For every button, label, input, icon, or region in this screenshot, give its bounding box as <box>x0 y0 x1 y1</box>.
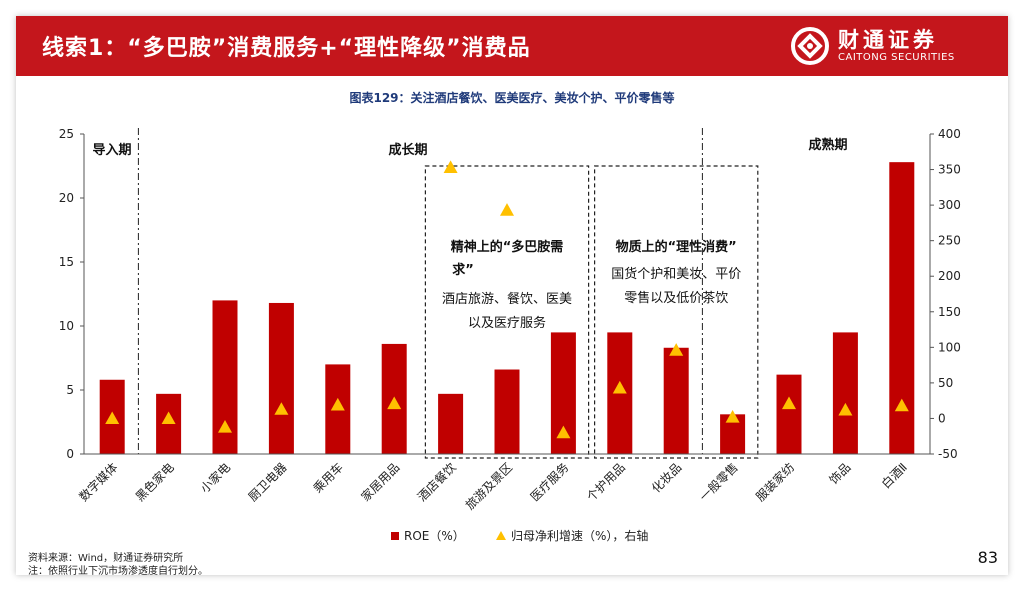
phase-label: 成长期 <box>388 142 427 158</box>
right-tick-label: 200 <box>938 269 961 283</box>
annotation-left-title: 求” <box>452 262 474 278</box>
category-label: 黑色家电 <box>132 460 177 505</box>
right-tick-label: -50 <box>938 447 958 461</box>
left-tick-label: 5 <box>66 383 74 397</box>
category-label: 旅游及景区 <box>463 460 515 512</box>
slide: 线索1：“多巴胺”消费服务+“理性降级”消费品 财通证券 CAITONG SEC… <box>16 16 1008 575</box>
annotation-left-title: 精神上的“多巴胺需 <box>451 239 564 255</box>
logo-icon <box>791 27 829 65</box>
annotation-right-title: 物质上的“理性消费” <box>616 239 737 255</box>
left-tick-label: 20 <box>59 191 74 205</box>
right-tick-label: 350 <box>938 163 961 177</box>
right-tick-label: 300 <box>938 198 961 212</box>
right-tick-label: 0 <box>938 411 946 425</box>
page-number: 83 <box>977 548 998 567</box>
bar-roe <box>268 302 294 454</box>
category-label: 一般零售 <box>696 460 741 505</box>
category-label: 乘用车 <box>310 460 346 496</box>
category-label: 厨卫电器 <box>246 460 290 504</box>
point-profit-growth <box>669 343 684 356</box>
left-tick-label: 10 <box>59 319 74 333</box>
right-tick-label: 50 <box>938 376 953 390</box>
right-tick-label: 150 <box>938 305 961 319</box>
right-tick-label: 250 <box>938 234 961 248</box>
chart-caption: 图表129：关注酒店餐饮、医美医疗、美妆个护、平价零售等 <box>349 91 675 105</box>
point-profit-growth <box>838 402 853 416</box>
annotation-left-line: 以及医疗服务 <box>468 315 546 331</box>
bar-roe <box>832 332 858 454</box>
right-tick-label: 100 <box>938 340 961 354</box>
phase-label: 成熟期 <box>808 137 847 153</box>
page-title: 线索1：“多巴胺”消费服务+“理性降级”消费品 <box>42 36 531 61</box>
company-logo: 财通证券 CAITONG SECURITIES <box>790 24 980 68</box>
bar-roe <box>438 393 464 454</box>
annotation-right-line: 零售以及低价茶饮 <box>624 290 728 306</box>
source-note: 资料来源：Wind，财通证券研究所 <box>28 553 184 564</box>
header-bar: 线索1：“多巴胺”消费服务+“理性降级”消费品 财通证券 CAITONG SEC… <box>16 16 1008 76</box>
annotation-box-left <box>424 165 590 459</box>
category-label: 服装家纺 <box>753 460 798 505</box>
point-profit-growth <box>105 411 120 425</box>
point-profit-growth <box>274 402 289 415</box>
point-profit-growth <box>725 410 740 423</box>
bar-roe <box>494 369 520 454</box>
annotation-right-line: 国货个护和美妆、平价 <box>611 266 741 282</box>
point-profit-growth <box>218 419 232 433</box>
left-tick-label: 15 <box>59 255 74 269</box>
legend-label-growth: 归母净利增速（%），右轴 <box>511 528 648 543</box>
point-profit-growth <box>556 425 571 439</box>
logo-text-cn: 财通证券 <box>838 28 938 52</box>
right-tick-label: 400 <box>938 127 961 141</box>
left-tick-label: 25 <box>59 127 74 141</box>
point-profit-growth <box>161 411 176 425</box>
point-profit-growth <box>387 396 402 410</box>
bar-roe <box>663 347 689 454</box>
annotation-left-line: 酒店旅游、餐饮、医美 <box>442 291 572 307</box>
category-label: 家居用品 <box>358 460 403 505</box>
category-label: 酒店餐饮 <box>414 460 459 505</box>
bar-roe <box>776 374 802 454</box>
point-profit-growth <box>612 380 627 394</box>
legend-label-roe: ROE（%） <box>404 529 465 543</box>
footnote: 注：依照行业下沉市场渗透度自行划分。 <box>28 566 208 575</box>
phase-label: 导入期 <box>92 143 131 158</box>
point-profit-growth <box>443 160 458 174</box>
point-profit-growth <box>782 396 796 410</box>
category-label: 数字媒体 <box>76 460 121 505</box>
category-label: 白酒Ⅱ <box>878 460 910 492</box>
point-profit-growth <box>330 397 345 411</box>
point-profit-growth <box>500 203 514 216</box>
legend-swatch-growth <box>496 531 506 540</box>
left-tick-label: 0 <box>66 447 74 461</box>
category-label: 小家电 <box>197 460 233 496</box>
category-label: 个护用品 <box>584 460 628 504</box>
category-label: 医疗服务 <box>527 460 572 505</box>
chart-area: 0 5 10 15 20 25 -50 0 50 100 150 200 250 300 350 400 导入… <box>59 127 961 543</box>
category-label: 饰品 <box>827 460 854 487</box>
legend-swatch-roe <box>391 532 399 540</box>
logo-text-en: CAITONG SECURITIES <box>838 52 955 63</box>
point-profit-growth <box>894 398 909 412</box>
category-label: 化妆品 <box>649 460 684 495</box>
annotation-box-right <box>593 165 759 459</box>
